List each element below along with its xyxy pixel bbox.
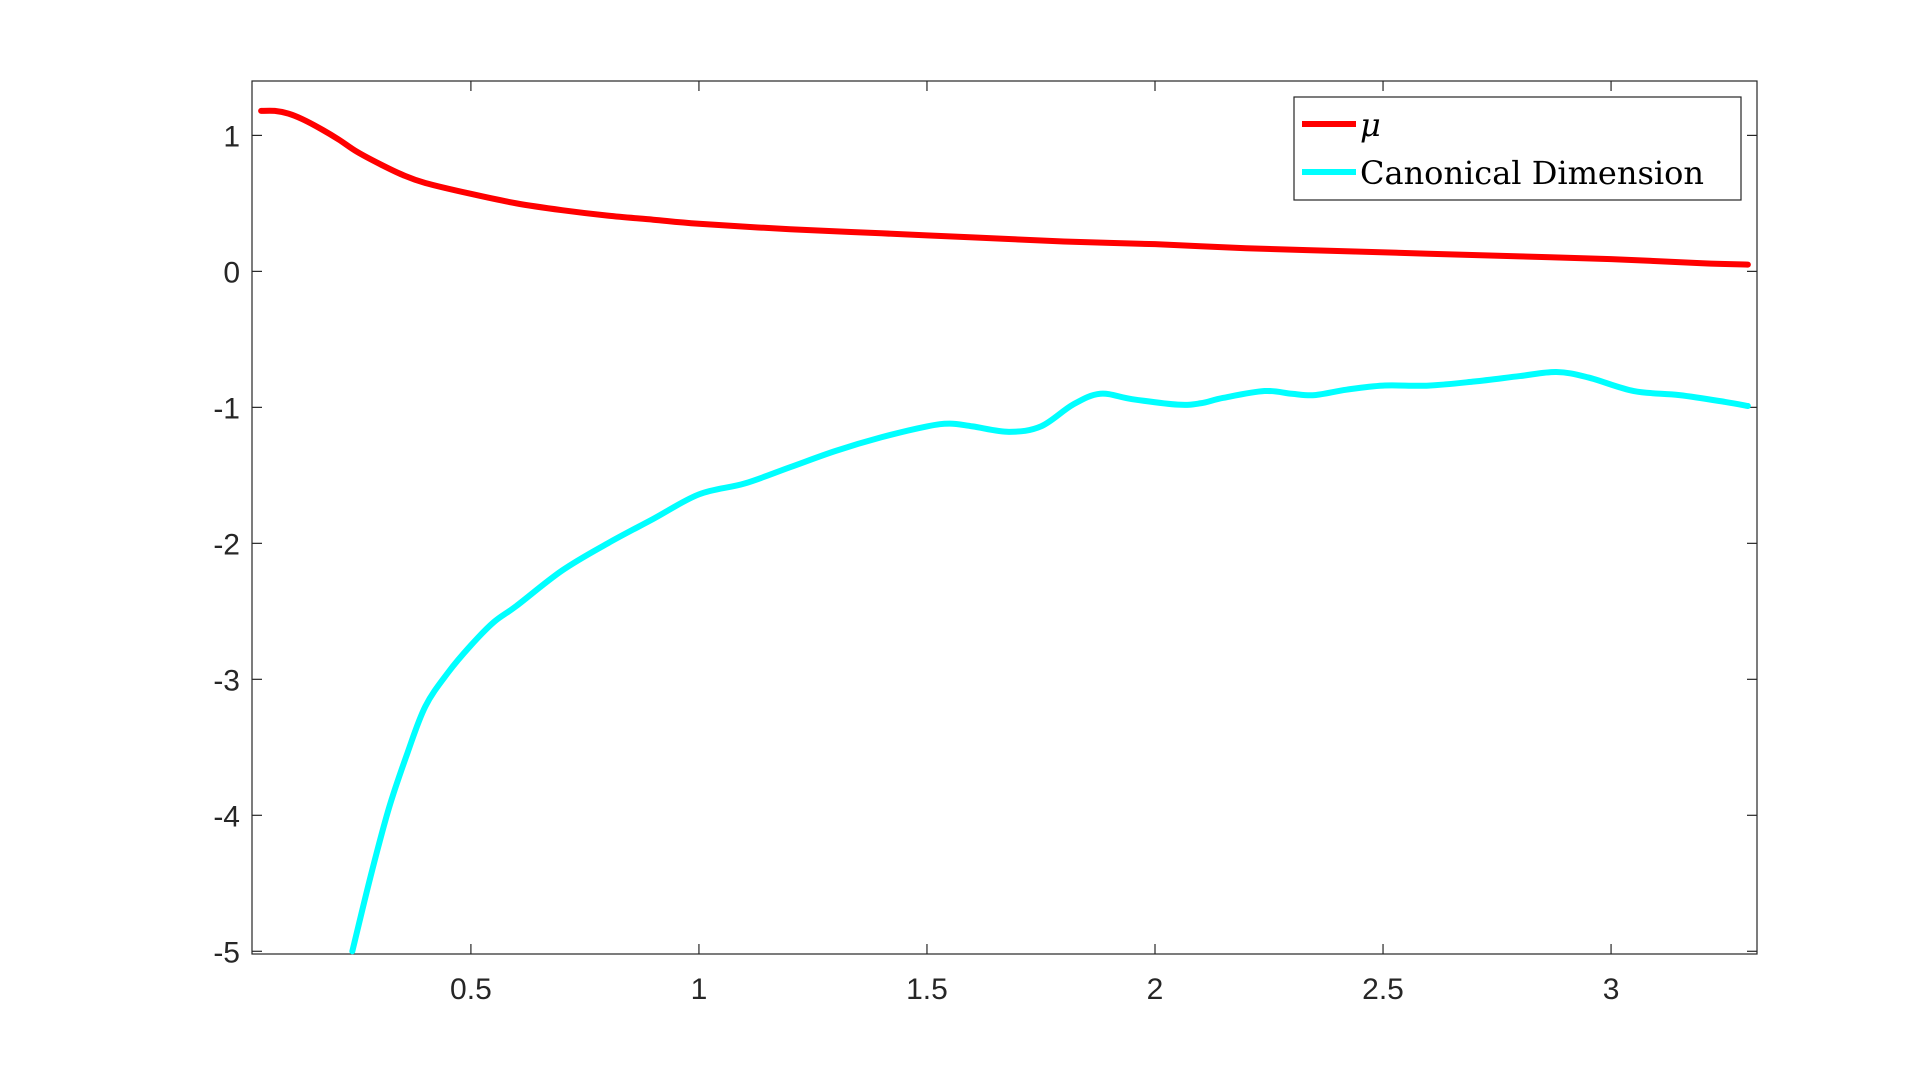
legend: μ Canonical Dimension [1293,96,1742,201]
y-tick-label: 0 [223,256,240,289]
series-line-canonical-dimension [349,368,1751,955]
x-tick-label: 2 [1147,973,1164,1006]
x-tick-label: 1 [691,973,708,1006]
y-tick-label: -5 [213,936,240,969]
y-tick-label: -3 [213,664,240,697]
x-tick-label: 0.5 [450,973,492,1006]
legend-label-canonical-dimension: Canonical Dimension [1360,154,1704,192]
series-lines [258,107,1751,955]
plot-area [251,80,1758,955]
y-tick-label: -4 [213,800,240,833]
y-tick-label: -1 [213,392,240,425]
series-line-mu [258,107,1751,268]
x-tick-label: 1.5 [906,973,948,1006]
x-tick-label: 3 [1603,973,1620,1006]
y-tick-label: -2 [213,528,240,561]
legend-label-mu: μ [1360,106,1381,144]
axis-ticks: 0.5 1 1.5 2 2.5 3 1 0 -1 -2 -3 -4 -5 [213,81,1757,1006]
x-tick-label: 2.5 [1362,973,1404,1006]
legend-box [1293,96,1742,201]
y-tick-label: 1 [223,120,240,153]
